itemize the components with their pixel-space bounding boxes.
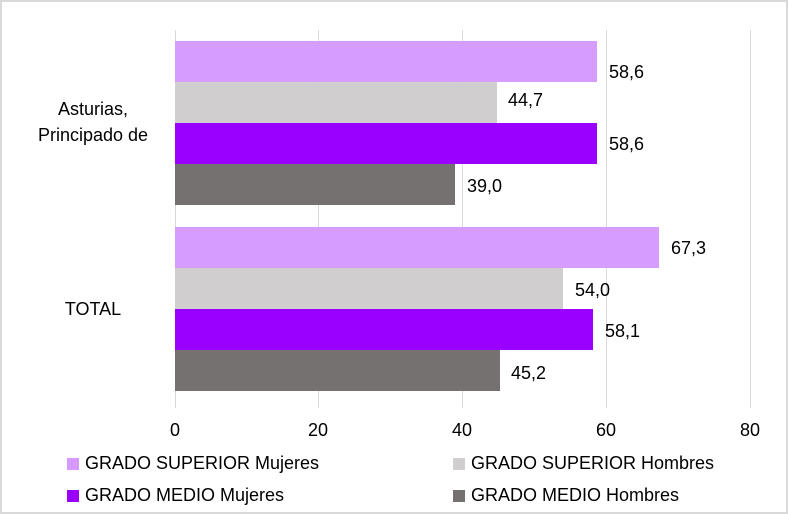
data-label: 58,6 — [609, 134, 645, 154]
legend-label: GRADO MEDIO Hombres — [471, 485, 680, 505]
legend-item: GRADO SUPERIOR Hombres — [453, 453, 714, 474]
x-tick: 80 — [739, 420, 761, 440]
data-label: 58,6 — [609, 62, 645, 82]
data-label: 54,0 — [575, 280, 611, 300]
category-label-line: Principado de — [37, 125, 149, 145]
legend-item: GRADO SUPERIOR Mujeres — [67, 453, 319, 474]
x-tick: 0 — [169, 420, 180, 440]
data-label: 58,1 — [605, 321, 641, 341]
data-label: 44,7 — [508, 90, 544, 110]
gridline-60 — [606, 30, 607, 408]
gridline-80 — [750, 30, 751, 408]
data-label: 45,2 — [511, 363, 547, 383]
gridline-20 — [318, 30, 319, 408]
data-label: 39,0 — [467, 176, 503, 196]
bar-asturias-superior-hombres — [175, 82, 497, 123]
x-tick: 20 — [307, 420, 329, 440]
category-label-line: Asturias, — [57, 99, 129, 119]
bar-total-medio-mujeres — [175, 309, 593, 350]
category-label-asturias: Asturias, Principado de — [18, 96, 168, 148]
legend-label: GRADO SUPERIOR Mujeres — [85, 453, 320, 473]
bar-asturias-superior-mujeres — [175, 41, 597, 82]
bar-total-superior-hombres — [175, 268, 563, 309]
legend-label: GRADO MEDIO Mujeres — [85, 485, 285, 505]
bar-asturias-medio-mujeres — [175, 123, 597, 164]
legend-item: GRADO MEDIO Hombres — [453, 485, 679, 506]
data-label: 67,3 — [671, 238, 707, 258]
x-tick: 60 — [595, 420, 617, 440]
x-tick: 40 — [451, 420, 473, 440]
legend-swatch — [67, 457, 79, 470]
category-label-total: TOTAL — [64, 299, 122, 319]
legend-item: GRADO MEDIO Mujeres — [67, 485, 284, 506]
legend-swatch — [453, 457, 465, 470]
legend-label: GRADO SUPERIOR Hombres — [471, 453, 715, 473]
legend-swatch — [67, 489, 79, 502]
gridline-40 — [462, 30, 463, 408]
bar-asturias-medio-hombres — [175, 164, 455, 205]
plot-area — [175, 30, 751, 408]
bar-total-medio-hombres — [175, 350, 500, 391]
gridline-0 — [175, 30, 176, 408]
bar-total-superior-mujeres — [175, 227, 659, 268]
legend-swatch — [453, 489, 465, 502]
